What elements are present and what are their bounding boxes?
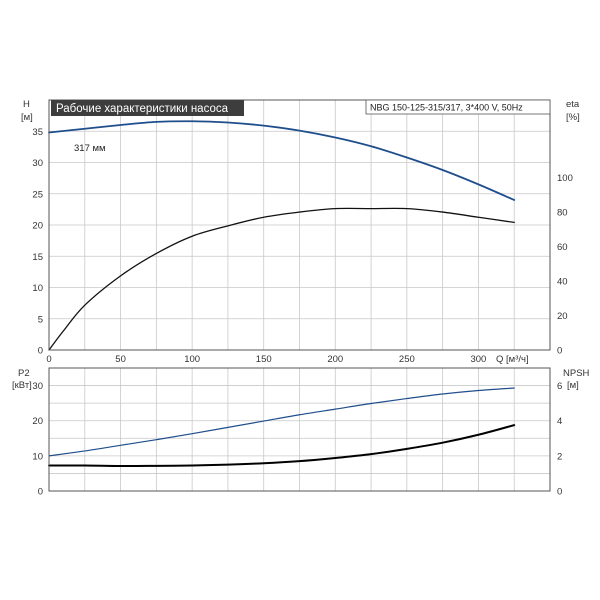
bottom-right-tick-label: 6 (557, 381, 562, 392)
top-panel-frame (48, 99, 551, 351)
x-tick-label: 100 (184, 354, 200, 365)
x-tick-label: 50 (115, 354, 126, 365)
top-right-tick-label: 20 (557, 311, 568, 322)
top-left-axis-label-1: H (23, 99, 30, 110)
x-tick-label: 150 (256, 354, 272, 365)
model-label: NBG 150-125-315/317, 3*400 V, 50Hz (370, 103, 523, 113)
top-left-tick-label: 25 (32, 189, 43, 200)
bottom-left-axis-label-1: P2 (18, 368, 30, 379)
bottom-left-axis-label-2: [кВт] (12, 380, 32, 391)
bottom-left-tick-label: 0 (38, 487, 43, 498)
bottom-right-axis-label-2: [м] (567, 380, 579, 391)
top-left-tick-label: 10 (32, 283, 43, 294)
bottom-panel-grid (49, 368, 550, 491)
bottom-left-tick-label: 30 (32, 381, 43, 392)
curves-layer (48, 120, 516, 468)
top-left-tick-label: 30 (32, 158, 43, 169)
bottom-right-tick-label: 4 (557, 416, 562, 427)
top-right-tick-label: 100 (557, 173, 573, 184)
top-right-tick-label: 40 (557, 277, 568, 288)
model-label-box (365, 99, 551, 115)
bottom-right-axis-label-1: NPSH (563, 368, 590, 379)
top-left-tick-label: 0 (38, 346, 43, 357)
x-tick-label: 0 (46, 354, 51, 365)
x-tick-label: 200 (327, 354, 343, 365)
head-curve (48, 120, 516, 201)
chart-title-bg (51, 100, 244, 116)
x-axis-label: Q [м³/ч] (496, 354, 529, 365)
bottom-panel-frame (48, 367, 551, 492)
x-tick-label: 300 (470, 354, 486, 365)
bottom-right-tick-label: 0 (557, 487, 562, 498)
top-left-tick-label: 15 (32, 252, 43, 263)
top-left-tick-label: 20 (32, 221, 43, 232)
top-panel-grid (49, 100, 550, 350)
npsh-curve (48, 424, 516, 468)
top-left-tick-label: 5 (38, 314, 43, 325)
top-right-axis-label-1: eta (566, 99, 580, 110)
top-right-axis-label-2: [%] (566, 112, 580, 123)
bottom-left-tick-label: 10 (32, 451, 43, 462)
bottom-right-tick-label: 2 (557, 451, 562, 462)
top-right-tick-label: 80 (557, 208, 568, 219)
bottom-left-tick-label: 20 (32, 416, 43, 427)
tick-labels: 0 50 100 150 200 250 3000510152025303502040608… (32, 127, 572, 498)
efficiency-curve (48, 207, 515, 351)
top-left-axis-label-2: [м] (21, 112, 33, 123)
x-tick-label: 250 (399, 354, 415, 365)
curve-annotation: 317 мм (74, 143, 106, 154)
top-right-tick-label: 60 (557, 242, 568, 253)
top-left-tick-label: 35 (32, 127, 43, 138)
power-curve (48, 387, 515, 457)
chart-title: Рабочие характеристики насоса (56, 103, 229, 115)
top-right-tick-label: 0 (557, 346, 562, 357)
